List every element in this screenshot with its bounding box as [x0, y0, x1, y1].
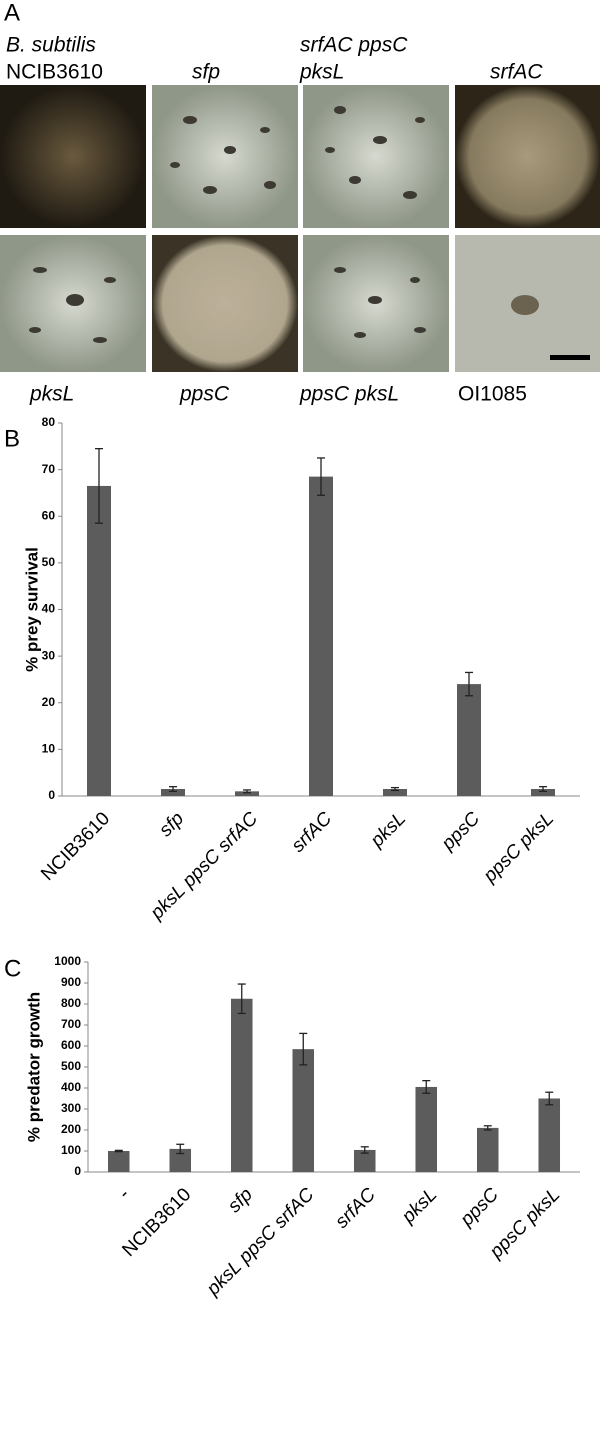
x-tick-label: ppsC — [437, 808, 484, 855]
y-tick-label: 300 — [61, 1101, 81, 1115]
y-axis-label: % prey survival — [22, 547, 41, 672]
bar — [87, 485, 111, 796]
photo — [0, 85, 146, 228]
strain-label: NCIB3610 — [6, 61, 103, 84]
photos — [0, 85, 600, 372]
y-tick-label: 900 — [61, 975, 81, 989]
bar — [235, 791, 259, 796]
y-tick-label: 700 — [61, 1017, 81, 1031]
y-tick-label: 20 — [42, 695, 56, 709]
x-tick-label: sfp — [155, 808, 188, 841]
strain-label: srfAC — [490, 61, 543, 84]
bar — [531, 789, 555, 796]
x-tick-label: pksL — [397, 1184, 441, 1228]
strain-label: pksL — [299, 61, 344, 84]
y-tick-label: 40 — [42, 602, 56, 616]
y-tick-label: 800 — [61, 996, 81, 1010]
x-tick-label: srfAC — [331, 1184, 380, 1233]
strain-label: B. subtilis — [6, 34, 96, 57]
bar — [230, 998, 253, 1172]
x-tick-label: ppsC — [456, 1184, 503, 1231]
bar — [353, 1149, 376, 1172]
photo — [152, 235, 298, 372]
y-tick-label: 400 — [61, 1080, 81, 1094]
bar — [383, 789, 407, 796]
panel-label: A — [4, 0, 20, 26]
y-tick-label: 500 — [61, 1059, 81, 1073]
strain-label: sfp — [192, 61, 220, 84]
y-axis-label: % predator growth — [24, 992, 43, 1142]
bar — [415, 1086, 438, 1172]
y-tick-label: 70 — [42, 462, 56, 476]
bar — [292, 1049, 315, 1172]
strain-label: ppsC — [179, 383, 230, 406]
bar — [309, 476, 333, 796]
strain-label: OI1085 — [458, 383, 527, 406]
photo — [152, 85, 298, 228]
bar — [457, 684, 481, 796]
y-tick-label: 200 — [61, 1122, 81, 1136]
x-tick-label: pksL ppsC srfAC — [202, 1184, 318, 1300]
strain-label: pksL — [29, 383, 74, 406]
y-tick-label: 0 — [74, 1164, 81, 1178]
bar — [476, 1127, 499, 1172]
y-tick-label: 60 — [42, 508, 56, 522]
y-tick-label: 100 — [61, 1143, 81, 1157]
bar — [161, 789, 185, 796]
y-tick-label: 600 — [61, 1038, 81, 1052]
x-tick-label: NCIB3610 — [37, 808, 114, 885]
x-tick-label: - — [115, 1184, 134, 1203]
strain-label: ppsC pksL — [299, 383, 399, 406]
panel-label: B — [4, 425, 20, 452]
y-tick-label: 50 — [42, 555, 56, 569]
y-tick-label: 30 — [42, 648, 56, 662]
scale-bar — [550, 355, 590, 360]
y-tick-label: 10 — [42, 742, 56, 756]
y-tick-label: 1000 — [54, 954, 81, 968]
x-tick-label: pksL — [366, 808, 410, 852]
x-tick-label: srfAC — [288, 808, 337, 857]
x-tick-label: sfp — [224, 1184, 257, 1217]
photo — [303, 85, 449, 228]
strain-label: srfAC ppsC — [300, 34, 408, 57]
colonies — [29, 106, 539, 343]
y-tick-label: 80 — [42, 415, 56, 429]
bar — [538, 1098, 561, 1172]
y-tick-label: 0 — [48, 788, 55, 802]
x-tick-label: ppsC pksL — [479, 808, 558, 887]
bar — [107, 1151, 130, 1172]
panel-label: C — [4, 955, 21, 982]
photo — [455, 85, 600, 228]
bar — [169, 1148, 192, 1172]
